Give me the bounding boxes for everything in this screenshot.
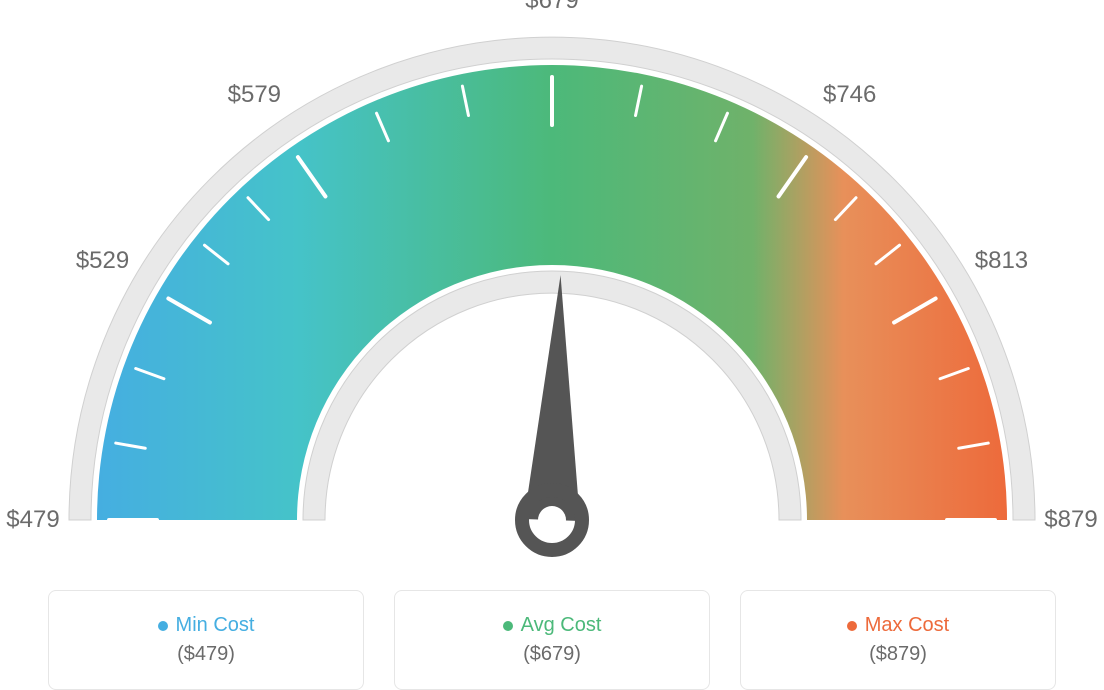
legend-card-max: Max Cost ($879) [740,590,1056,690]
gauge-svg [0,0,1104,570]
legend-card-avg: Avg Cost ($679) [394,590,710,690]
tick-label: $529 [76,247,129,275]
tick-label: $479 [6,506,59,534]
legend-text-min: Min Cost [176,614,255,637]
legend-value-avg: ($679) [523,643,581,666]
legend-value-max: ($879) [869,643,927,666]
dot-icon [847,621,857,631]
legend-text-max: Max Cost [865,614,949,637]
cost-gauge-container: $479 $529 $579 $679 $746 $813 $879 Min Cost ($… [0,0,1104,690]
tick-label: $879 [1044,506,1097,534]
legend-label-max: Max Cost [847,614,949,637]
dot-icon [503,621,513,631]
tick-label: $579 [228,81,281,109]
tick-label: $746 [823,81,876,109]
tick-label: $679 [525,0,578,15]
legend-value-min: ($479) [177,643,235,666]
tick-label: $813 [975,247,1028,275]
legend-label-min: Min Cost [158,614,255,637]
legend-label-avg: Avg Cost [503,614,602,637]
legend-card-min: Min Cost ($479) [48,590,364,690]
dot-icon [158,621,168,631]
legend-text-avg: Avg Cost [521,614,602,637]
gauge-chart: $479 $529 $579 $679 $746 $813 $879 [0,0,1104,570]
legend-row: Min Cost ($479) Avg Cost ($679) Max Cost… [0,590,1104,690]
